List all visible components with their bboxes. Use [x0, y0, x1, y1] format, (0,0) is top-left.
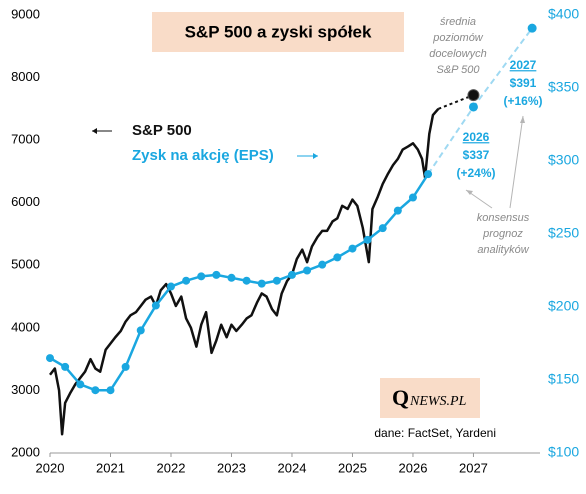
- series-point: [257, 279, 266, 288]
- series-point: [61, 362, 70, 371]
- series-point: [378, 224, 387, 233]
- y2-tick-label: $200: [548, 298, 579, 314]
- y-tick-label: 3000: [11, 382, 40, 397]
- x-tick-label: 2022: [157, 460, 186, 475]
- logo: NEWS.PL: [409, 394, 467, 409]
- y2-tick-label: $150: [548, 371, 579, 387]
- series-point: [76, 380, 85, 389]
- logo: Q: [392, 385, 409, 410]
- title-box: [152, 12, 404, 52]
- y-tick-label: 9000: [11, 6, 40, 21]
- legend-arrow-head: [92, 128, 97, 134]
- projection-point: [467, 89, 480, 102]
- series-point: [318, 260, 327, 269]
- series-point: [287, 270, 296, 279]
- x-tick-label: 2024: [278, 460, 307, 475]
- legend: S&P 500 Zysk na akcję (EPS): [92, 122, 318, 164]
- annotation: $337: [463, 148, 490, 162]
- legend-arrow-head: [313, 153, 318, 159]
- y-tick-label: 8000: [11, 69, 40, 84]
- series-point: [227, 273, 236, 282]
- y2-tick-label: $400: [548, 6, 579, 22]
- x-tick-label: 2025: [338, 460, 367, 475]
- series-point: [348, 244, 357, 253]
- chart-title: S&P 500 a zyski spółek: [185, 22, 372, 41]
- series-point: [303, 266, 312, 275]
- y-tick-label: 6000: [11, 194, 40, 209]
- legend-label: Zysk na akcję (EPS): [132, 147, 274, 164]
- y2-tick-label: $350: [548, 79, 579, 95]
- x-tick-label: 2023: [217, 460, 246, 475]
- annotations: średnia poziomów docelowych S&P 500 2026…: [429, 16, 542, 256]
- series-point: [121, 362, 130, 371]
- series-point: [151, 301, 160, 310]
- y2-tick-label: $300: [548, 152, 579, 168]
- y-tick-label: 5000: [11, 257, 40, 272]
- series-line: [49, 173, 430, 392]
- annotation: prognoz: [482, 228, 523, 240]
- series-point: [363, 235, 372, 244]
- series-point: [272, 276, 281, 285]
- projection-point: [468, 102, 478, 112]
- y2-tick-label: $250: [548, 225, 579, 241]
- y-tick-label: 4000: [11, 319, 40, 334]
- series-point: [46, 354, 54, 363]
- series-point: [424, 170, 433, 179]
- x-tick-label: 2027: [459, 460, 488, 475]
- annotation: (+24%): [456, 166, 495, 180]
- annotation: $391: [510, 76, 537, 90]
- annotation: konsensus: [477, 212, 530, 224]
- series-point: [408, 193, 417, 202]
- x-tick-label: 2021: [96, 460, 125, 475]
- series-point: [212, 270, 221, 279]
- annotation: 2026: [463, 130, 490, 144]
- annotation: S&P 500: [436, 64, 480, 76]
- annotation: średnia: [440, 16, 476, 28]
- annotation: analityków: [477, 244, 529, 256]
- logo-box: [380, 378, 480, 418]
- legend-label: S&P 500: [132, 122, 192, 139]
- series-point: [333, 253, 342, 262]
- x-tick-label: 2020: [36, 460, 65, 475]
- projection-line: [438, 94, 474, 110]
- annotation: 2027: [510, 58, 537, 72]
- series-line: [49, 108, 440, 436]
- series-point: [91, 386, 100, 395]
- source: dane: FactSet, Yardeni: [374, 426, 496, 440]
- x-tick-label: 2026: [399, 460, 428, 475]
- annotation: docelowych: [429, 48, 486, 60]
- y2-tick-label: $100: [548, 444, 579, 460]
- y-tick-label: 7000: [11, 132, 40, 147]
- y-tick-label: 2000: [11, 444, 40, 459]
- annotation: (+16%): [503, 94, 542, 108]
- series-point: [182, 276, 191, 285]
- annotation: poziomów: [432, 32, 484, 44]
- series-point: [106, 386, 115, 395]
- series-point: [166, 282, 175, 291]
- projection-point: [527, 23, 537, 33]
- series-point: [242, 276, 251, 285]
- series-point: [136, 326, 145, 335]
- series-point: [393, 206, 402, 215]
- series-point: [197, 272, 206, 281]
